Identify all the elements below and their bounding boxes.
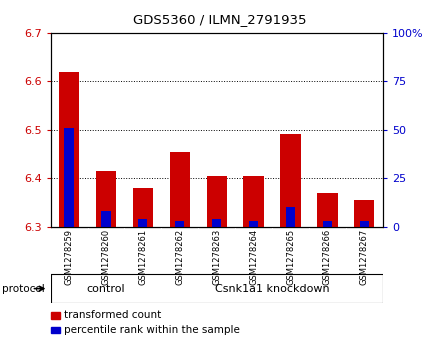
Bar bbox=[170, 152, 190, 227]
Text: GSM1278259: GSM1278259 bbox=[65, 229, 73, 285]
Bar bbox=[206, 176, 227, 227]
Text: GSM1278260: GSM1278260 bbox=[102, 229, 110, 285]
Bar bbox=[101, 211, 110, 227]
Text: control: control bbox=[87, 284, 125, 294]
Bar bbox=[64, 128, 73, 227]
Text: GSM1278262: GSM1278262 bbox=[175, 229, 184, 285]
Text: Csnk1a1 knockdown: Csnk1a1 knockdown bbox=[215, 284, 330, 294]
Bar bbox=[286, 207, 295, 227]
Bar bbox=[360, 221, 369, 227]
Text: GDS5360 / ILMN_2791935: GDS5360 / ILMN_2791935 bbox=[133, 13, 307, 26]
Bar bbox=[59, 72, 79, 227]
Bar bbox=[138, 219, 147, 227]
Bar bbox=[249, 221, 258, 227]
Text: GSM1278263: GSM1278263 bbox=[212, 229, 221, 285]
Bar bbox=[243, 176, 264, 227]
Text: transformed count: transformed count bbox=[64, 310, 161, 321]
Text: percentile rank within the sample: percentile rank within the sample bbox=[64, 325, 240, 335]
Text: GSM1278267: GSM1278267 bbox=[360, 229, 369, 285]
Text: GSM1278265: GSM1278265 bbox=[286, 229, 295, 285]
Bar bbox=[96, 171, 116, 227]
Text: GSM1278261: GSM1278261 bbox=[138, 229, 147, 285]
Bar bbox=[212, 219, 221, 227]
Text: GSM1278266: GSM1278266 bbox=[323, 229, 332, 285]
Bar bbox=[175, 221, 184, 227]
Bar bbox=[317, 193, 337, 227]
Bar bbox=[133, 188, 153, 227]
Bar bbox=[354, 200, 374, 227]
Text: protocol: protocol bbox=[2, 284, 45, 294]
Bar bbox=[323, 221, 332, 227]
Text: GSM1278264: GSM1278264 bbox=[249, 229, 258, 285]
Bar bbox=[280, 134, 301, 227]
